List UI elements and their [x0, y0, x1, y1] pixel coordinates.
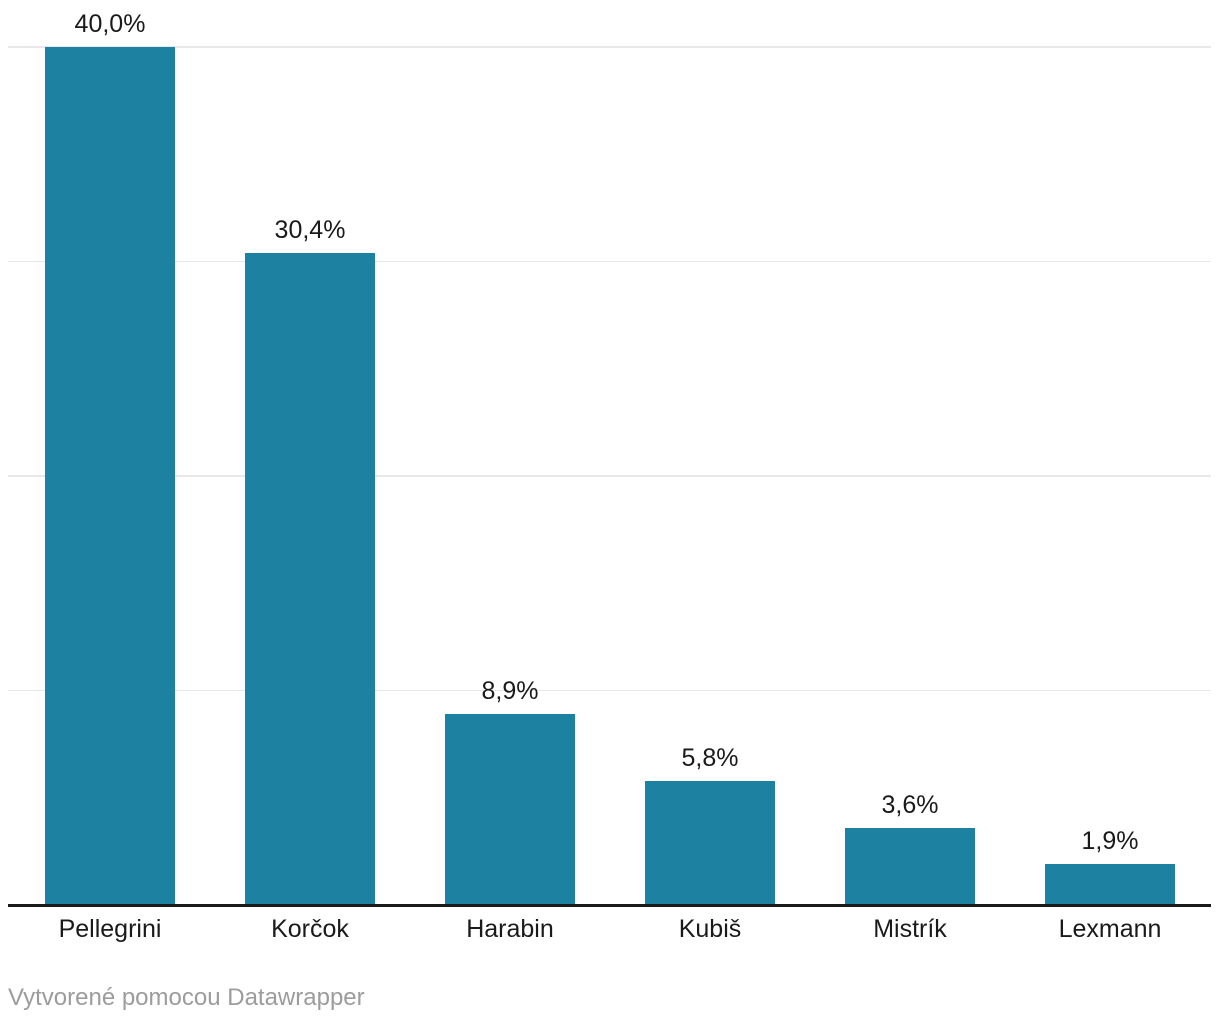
category-label-0: Pellegrini: [58, 915, 162, 943]
category-label-2: Harabin: [466, 915, 554, 943]
value-label-3: 5,8%: [681, 744, 739, 772]
value-label-5: 1,9%: [1081, 827, 1139, 855]
gridline-40: [8, 46, 1211, 48]
datawrapper-attribution-link[interactable]: Vytvorené pomocou Datawrapper: [8, 984, 365, 1011]
value-label-4: 3,6%: [881, 791, 939, 819]
bar-5: [1045, 864, 1175, 905]
bar-4: [845, 828, 975, 905]
gridline-20: [8, 475, 1211, 477]
value-label-0: 40,0%: [74, 10, 146, 38]
x-axis-line: [8, 904, 1211, 907]
bar-1: [245, 253, 375, 905]
category-label-4: Mistrík: [873, 915, 947, 943]
gridline-10: [8, 689, 1211, 692]
chart-footer: Vytvorené pomocou Datawrapper: [8, 983, 365, 1013]
bar-2: [445, 714, 575, 905]
category-label-3: Kubiš: [678, 915, 742, 943]
category-label-5: Lexmann: [1058, 915, 1162, 943]
bar-3: [645, 781, 775, 905]
category-label-1: Korčok: [271, 915, 349, 943]
bar-0: [45, 47, 175, 905]
value-label-2: 8,9%: [481, 677, 539, 705]
gridline-30: [8, 260, 1211, 263]
value-label-1: 30,4%: [274, 216, 346, 244]
